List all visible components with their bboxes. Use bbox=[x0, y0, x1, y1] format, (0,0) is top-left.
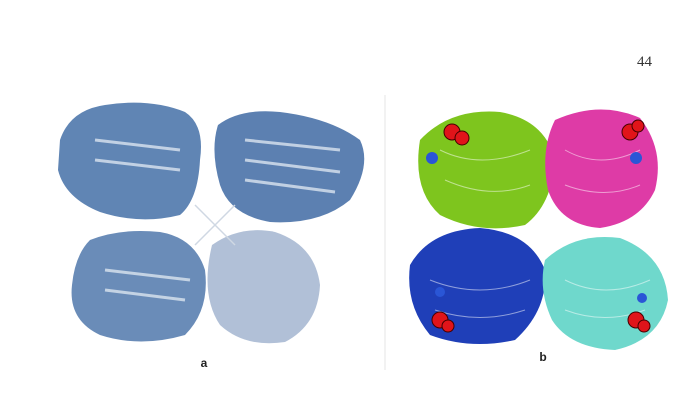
panel-b-image bbox=[409, 109, 668, 350]
panel-label: a bbox=[201, 356, 208, 370]
panel-label: b bbox=[539, 350, 546, 364]
panel-a-image bbox=[58, 102, 365, 344]
page-number: 44 bbox=[637, 54, 653, 70]
